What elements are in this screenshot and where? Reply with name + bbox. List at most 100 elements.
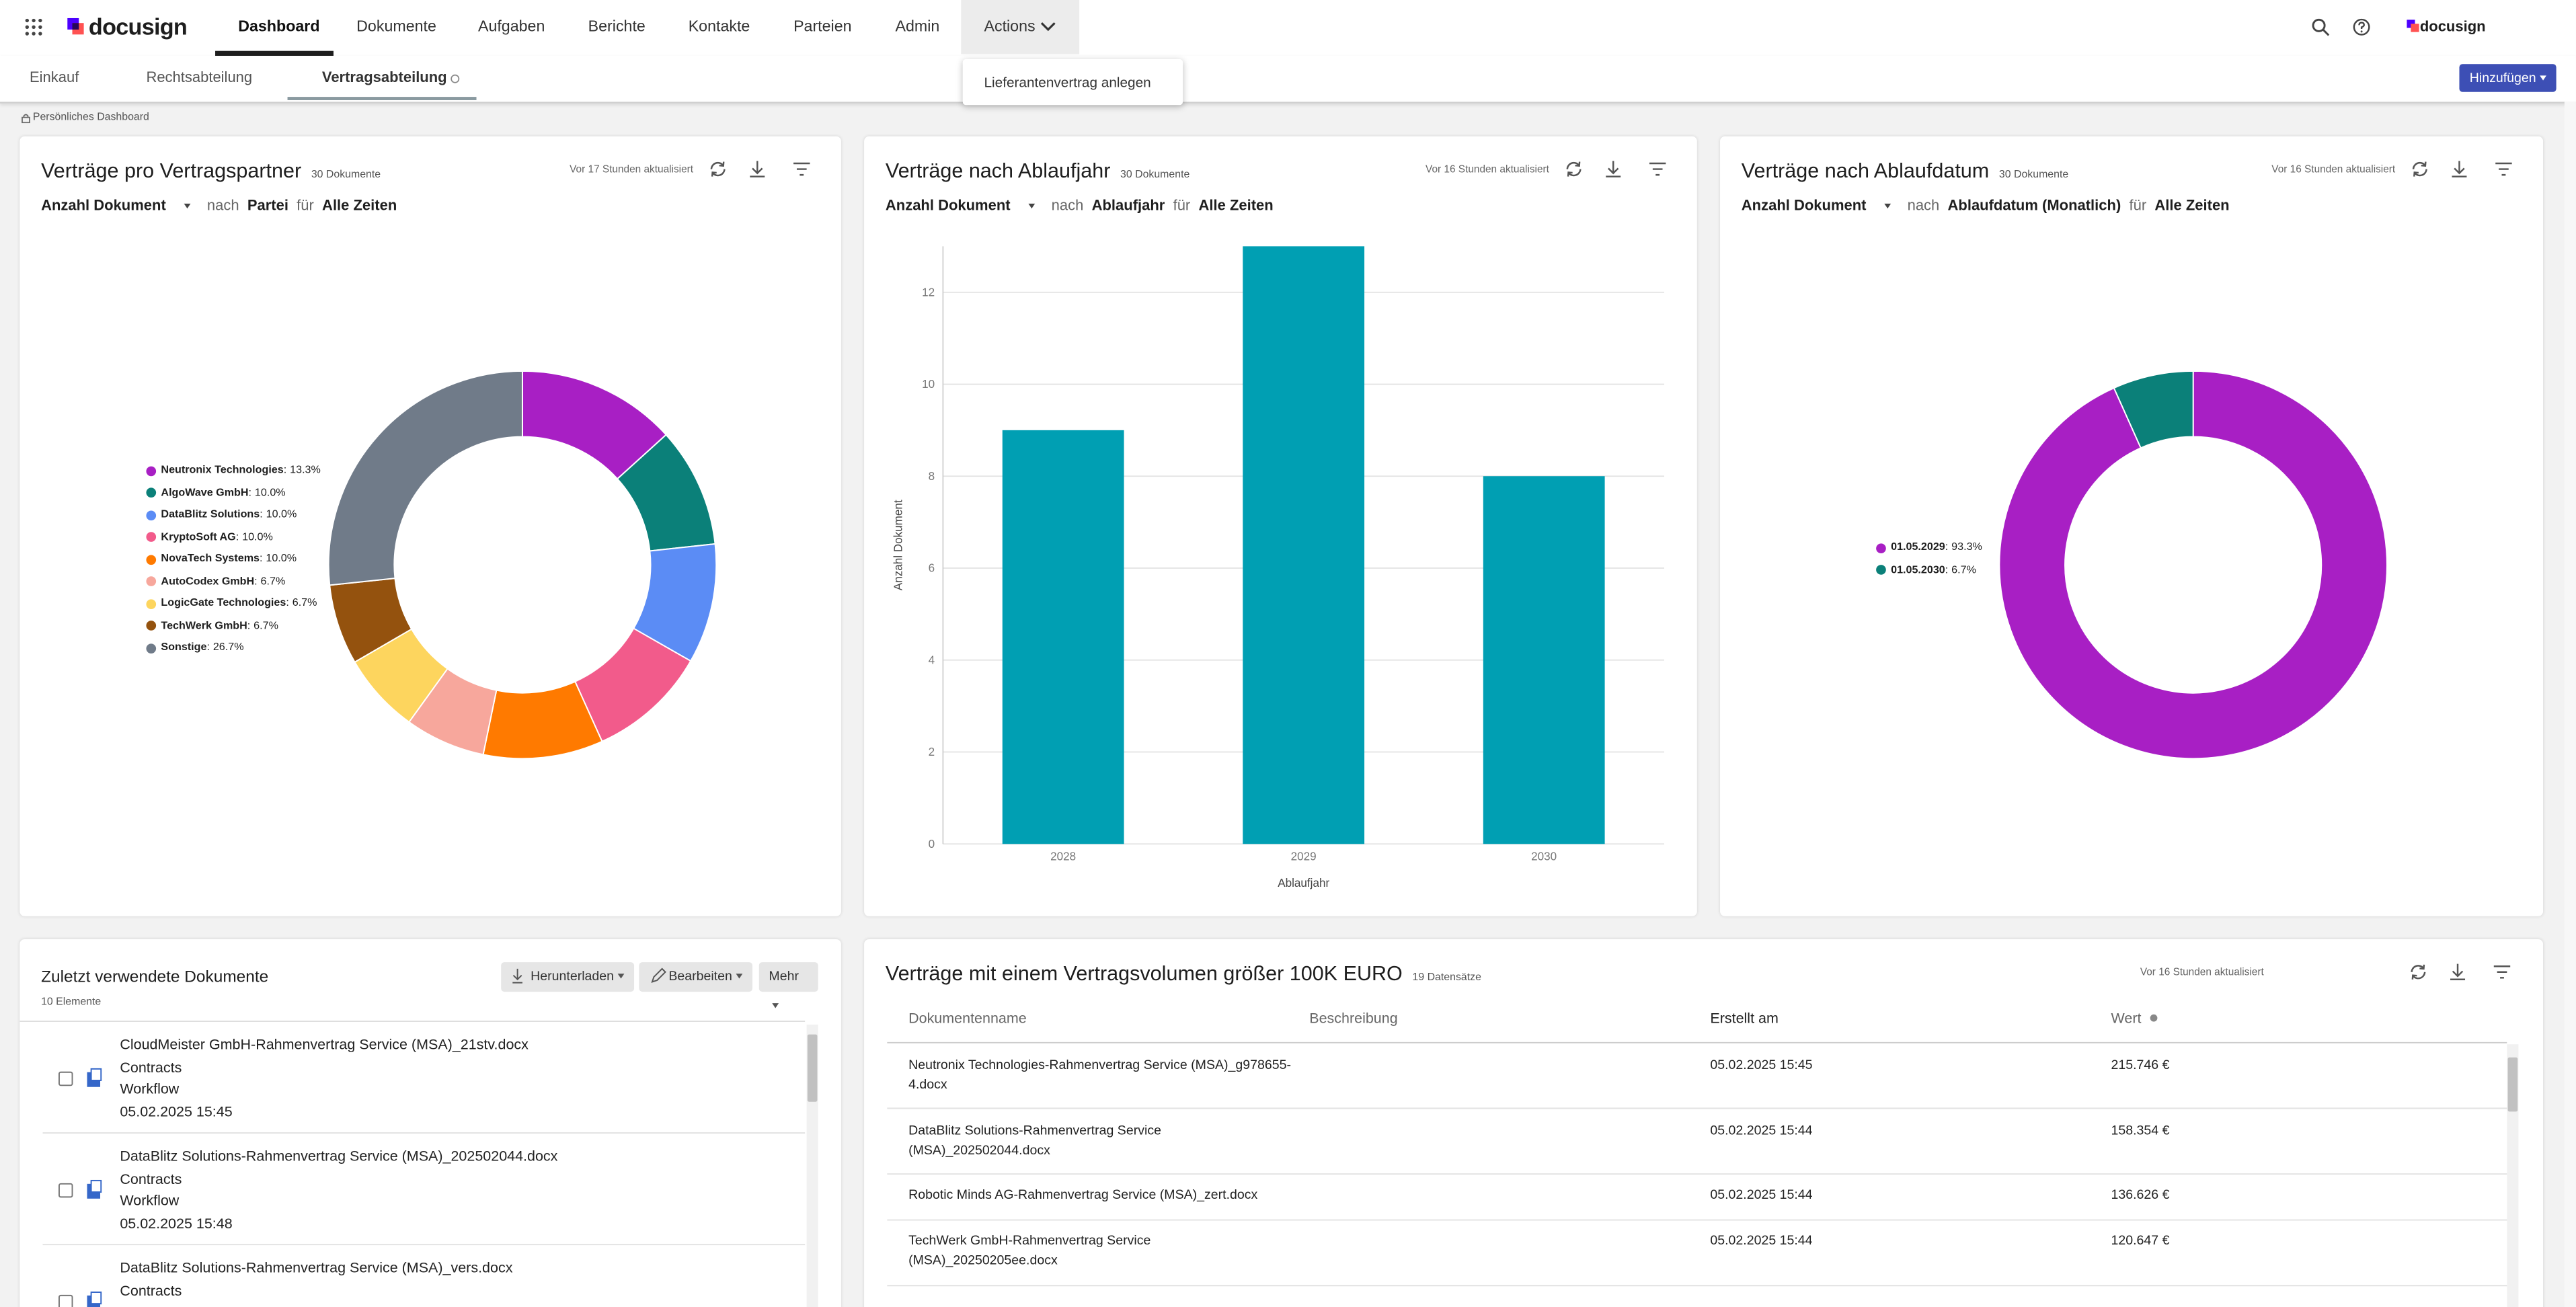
brand-text: docusign — [2419, 17, 2486, 35]
refresh-icon[interactable] — [2411, 964, 2426, 980]
add-button[interactable]: Hinzufügen — [2459, 64, 2557, 92]
breadcrumb: Persönliches Dashboard — [32, 112, 149, 124]
tab[interactable]: Rechtsabteilung — [146, 69, 253, 85]
connector: für — [297, 197, 314, 214]
nav-item[interactable]: Parteien — [793, 17, 852, 36]
refresh-arc — [1566, 161, 1582, 177]
legend-swatch — [146, 487, 157, 498]
column-header[interactable]: Wert — [2111, 1009, 2142, 1027]
filter-icon[interactable] — [2495, 162, 2512, 176]
actions-bg — [961, 0, 1080, 54]
refresh-head — [2413, 161, 2427, 177]
refresh-head — [711, 161, 725, 177]
download-icon[interactable] — [1606, 161, 1621, 177]
checkbox[interactable] — [58, 1294, 73, 1307]
measure[interactable]: Anzahl Dokument — [41, 197, 166, 214]
y-tick-label: 8 — [929, 470, 935, 483]
column-header[interactable]: Erstellt am — [1710, 1009, 1779, 1027]
logo-mark — [67, 17, 84, 35]
tab[interactable]: Vertragsabteilung — [321, 69, 447, 85]
cell-name[interactable]: DataBlitz Solutions-Rahmenvertrag Servic… — [908, 1123, 1161, 1157]
refresh-icon[interactable] — [2412, 161, 2427, 177]
nav-item[interactable]: Dokumente — [356, 17, 436, 36]
dimension[interactable]: Partei — [247, 197, 288, 214]
nav-item[interactable]: Actions — [984, 17, 1036, 36]
card-title: Verträge nach Ablaufjahr — [885, 159, 1111, 183]
connector: nach — [206, 197, 239, 214]
dropdown-item[interactable]: Lieferantenvertrag anlegen — [984, 73, 1151, 91]
legend-swatch — [146, 510, 157, 520]
nav-item[interactable]: Admin — [895, 17, 940, 36]
toolbar-button[interactable]: Bearbeiten — [639, 962, 752, 992]
column-header[interactable]: Dokumentenname — [908, 1009, 1027, 1027]
period[interactable]: Alle Zeiten — [1198, 197, 1274, 214]
doc-date: 05.02.2025 15:48 — [120, 1214, 233, 1232]
download-arrow — [1606, 161, 1621, 177]
legend-swatch — [146, 621, 157, 631]
legend-swatch — [146, 465, 157, 476]
updated-text: Vor 16 Stunden aktualisiert — [2271, 164, 2396, 176]
legend-swatch — [146, 576, 157, 586]
legend-separator: : — [283, 465, 287, 477]
cell-value: 120.647 € — [2111, 1233, 2170, 1249]
legend-separator: : — [260, 509, 263, 521]
download-icon[interactable] — [2450, 963, 2466, 980]
dimension[interactable]: Ablaufjahr — [1091, 197, 1165, 214]
actions-chevron[interactable] — [1040, 19, 1056, 33]
filter-icon[interactable] — [1649, 162, 1666, 176]
checkbox[interactable] — [58, 1183, 73, 1198]
checkbox[interactable] — [58, 1071, 73, 1086]
filter-lines — [2493, 965, 2511, 979]
filter-icon[interactable] — [2493, 965, 2511, 979]
measure[interactable]: Anzahl Dokument — [1741, 197, 1867, 214]
y-tick-label: 12 — [922, 286, 935, 299]
search-icon[interactable] — [2312, 18, 2330, 36]
legend-entry: AlgoWave GmbH:10.0% — [146, 487, 286, 499]
legend-separator: : — [259, 553, 263, 565]
nav-item[interactable]: Dashboard — [238, 17, 320, 36]
lock-icon — [22, 114, 30, 124]
download-icon[interactable] — [750, 161, 765, 177]
help-icon[interactable] — [2353, 18, 2371, 36]
card-header: Verträge pro Vertragspartner 30 Dokumente — [41, 159, 381, 182]
doc-icon-sheet — [90, 1068, 102, 1081]
legend-swatch — [146, 532, 157, 542]
cell-name[interactable]: Neutronix Technologies-Rahmenvertrag Ser… — [908, 1057, 1292, 1091]
nav-item[interactable]: Aufgaben — [477, 17, 545, 36]
legend-value: 6.7% — [292, 597, 317, 610]
legend-label: TechWerk GmbH — [161, 619, 247, 632]
active-underline — [215, 50, 334, 56]
dimension[interactable]: Ablaufdatum (Monatlich) — [1947, 197, 2121, 214]
add-chevron — [2539, 76, 2546, 81]
legend-swatch — [1876, 543, 1886, 553]
legend-swatch — [146, 598, 157, 608]
toolbar-button[interactable]: Herunterladen — [501, 962, 635, 992]
doc-name[interactable]: DataBlitz Solutions-Rahmenvertrag Servic… — [120, 1148, 558, 1164]
refresh-icon[interactable] — [1566, 161, 1582, 177]
refresh-arc — [710, 161, 726, 177]
nav-item[interactable]: Kontakte — [688, 17, 750, 36]
period[interactable]: Alle Zeiten — [322, 197, 397, 214]
period[interactable]: Alle Zeiten — [2154, 197, 2230, 214]
column-header[interactable]: Beschreibung — [1309, 1009, 1398, 1027]
doc-name[interactable]: CloudMeister GmbH-Rahmenvertrag Service … — [120, 1036, 529, 1053]
cell-name[interactable]: TechWerk GmbH-Rahmenvertrag Service (MSA… — [908, 1233, 1151, 1267]
refresh-icon[interactable] — [710, 161, 726, 177]
filter-icon[interactable] — [793, 162, 810, 176]
button-label: Herunterladen — [531, 968, 615, 984]
toolbar-button[interactable]: Mehr — [758, 962, 818, 1009]
doc-name[interactable]: DataBlitz Solutions-Rahmenvertrag Servic… — [120, 1259, 513, 1276]
cell-value: 215.746 € — [2111, 1057, 2170, 1072]
tab[interactable]: Einkauf — [29, 69, 79, 85]
cell-name[interactable]: Robotic Minds AG-Rahmenvertrag Service (… — [908, 1187, 1258, 1202]
download-arrow — [750, 161, 765, 177]
download-icon[interactable] — [2452, 161, 2467, 177]
card-header: Zuletzt verwendete Dokumente — [41, 968, 269, 987]
legend-value: 10.0% — [254, 487, 286, 499]
app-launcher[interactable] — [25, 18, 43, 36]
legend-value: 10.0% — [242, 531, 273, 543]
nav-item[interactable]: Berichte — [588, 17, 646, 36]
card-header: Verträge mit einem Vertragsvolumen größe… — [886, 962, 1481, 985]
measure[interactable]: Anzahl Dokument — [885, 197, 1011, 214]
